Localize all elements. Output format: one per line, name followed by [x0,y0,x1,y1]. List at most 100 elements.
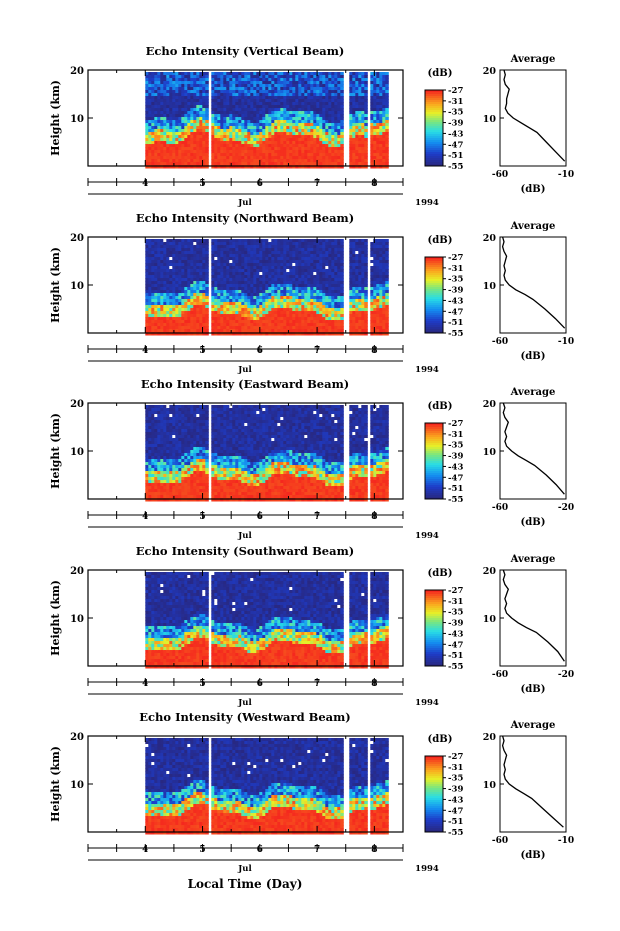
heatmap-cell [268,117,272,121]
heatmap-cell [265,257,269,261]
heatmap-cell [379,323,383,327]
heatmap-cell [226,78,230,82]
heatmap-cell [289,120,293,124]
heatmap-cell [196,329,200,333]
heatmap-cell [349,99,353,103]
heatmap-cell [172,156,176,160]
heatmap-cell [310,111,314,115]
heatmap-cell [244,266,248,270]
heatmap-cell [310,266,314,270]
heatmap-cell [286,150,290,154]
heatmap-cell [337,126,341,130]
heatmap-cell [379,296,383,300]
heatmap-cell [289,290,293,294]
heatmap-cell [286,144,290,148]
heatmap-cell [355,141,359,145]
heatmap-cell [262,99,266,103]
heatmap-cell [325,78,329,82]
heatmap-cell [295,296,299,300]
heatmap-cell [211,129,215,133]
heatmap-cell [190,323,194,327]
heatmap-cell [193,144,197,148]
heatmap-cell [313,72,317,76]
heatmap-cell [169,105,173,109]
heatmap-cell [268,90,272,94]
heatmap-cell [220,117,224,121]
heatmap-cell [319,299,323,303]
heatmap-cell [181,126,185,130]
heatmap-cell [292,144,296,148]
heatmap-cell [313,114,317,118]
heatmap-cell [349,290,353,294]
heatmap-cell [256,302,260,306]
heatmap-cell [325,81,329,85]
heatmap-cell [304,317,308,321]
colorbar-tick-label: -27 [448,86,463,96]
heatmap-cell [280,153,284,157]
heatmap-cell [217,275,221,279]
heatmap-cell [244,87,248,91]
heatmap-cell [214,132,218,136]
heatmap-cell [166,239,170,243]
heatmap-cell [304,287,308,291]
heatmap-cell [322,96,326,100]
heatmap-cell [310,75,314,79]
heatmap-cell [283,144,287,148]
heatmap-cell [277,123,281,127]
heatmap-cell [280,293,284,297]
heatmap-cell [313,108,317,112]
heatmap-cell [226,90,230,94]
heatmap-cell [199,290,203,294]
heatmap-cell [355,272,359,276]
heatmap-cell [202,326,206,330]
heatmap-cell [151,311,155,315]
heatmap-cell [316,84,320,88]
heatmap-cell [178,90,182,94]
heatmap-cell [205,84,209,88]
heatmap-cell [289,156,293,160]
heatmap-cell [265,323,269,327]
heatmap-cell [253,263,257,267]
heatmap-cell [184,266,188,270]
heatmap-cell [163,293,167,297]
heatmap-cell [145,99,149,103]
heatmap-cell [145,278,149,282]
heatmap-cell [376,108,380,112]
heatmap-cell [166,111,170,115]
heatmap-cell [184,287,188,291]
heatmap-cell [169,156,173,160]
heatmap-cell [169,93,173,97]
heatmap-cell [160,150,164,154]
heatmap-cell [259,281,263,285]
heatmap-cell [166,260,170,264]
heatmap-cell [292,302,296,306]
heatmap-cell [295,302,299,306]
heatmap-cell [226,156,230,160]
heatmap-cell [196,284,200,288]
heatmap-cell [295,87,299,91]
heatmap-cell [244,111,248,115]
heatmap-cell [196,269,200,273]
heatmap-cell [370,272,374,276]
colorbar-segment [425,102,443,105]
heatmap-cell [190,305,194,309]
heatmap-cell [295,90,299,94]
heatmap-cell [334,326,338,330]
heatmap-cell [271,287,275,291]
heatmap-cell [289,287,293,291]
heatmap-cell [280,290,284,294]
heatmap-cell [355,93,359,97]
heatmap-cell [172,138,176,142]
heatmap-cell [292,248,296,252]
heatmap-cell [169,114,173,118]
heatmap-cell [154,296,158,300]
heatmap-cell [160,114,164,118]
heatmap-cell [271,257,275,261]
heatmap-cell [205,290,209,294]
heatmap-cell [265,126,269,130]
heatmap-cell [280,287,284,291]
heatmap-cell [250,287,254,291]
heatmap-cell [262,317,266,321]
heatmap-cell [376,141,380,145]
heatmap-cell [181,78,185,82]
